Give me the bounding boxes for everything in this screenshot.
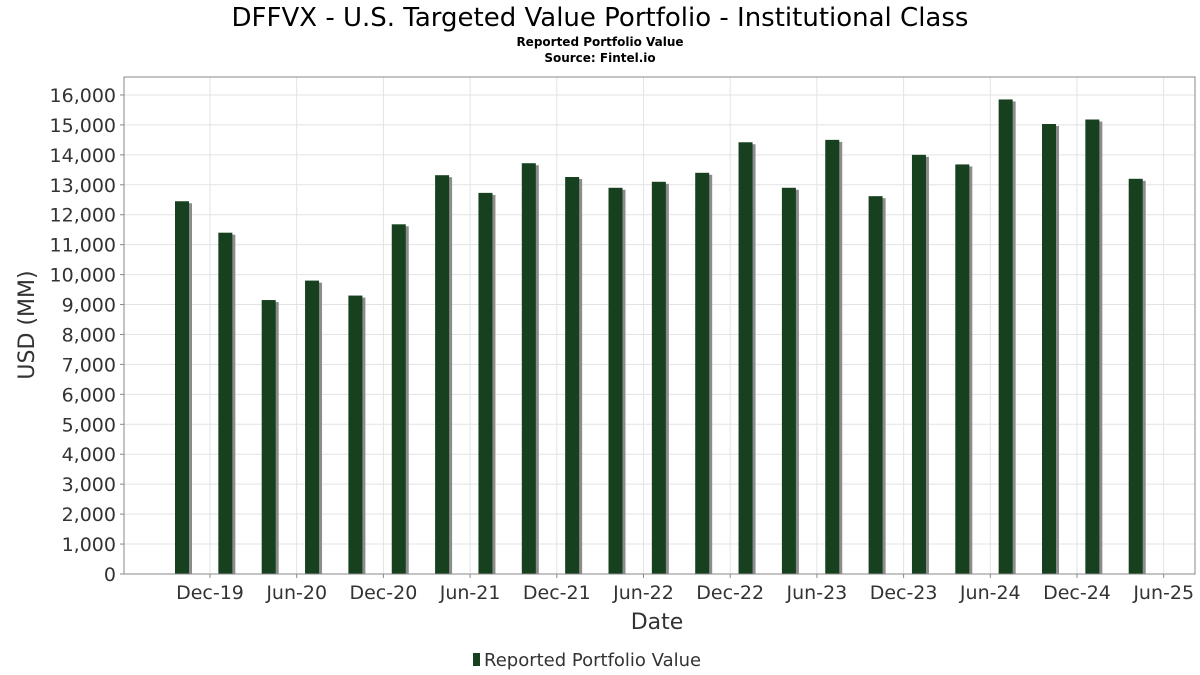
x-tick-label: Dec-20: [349, 582, 417, 604]
bar: [305, 280, 320, 574]
y-tick-label: 0: [104, 564, 116, 586]
x-axis-label: Date: [631, 610, 684, 635]
bar: [955, 164, 970, 574]
bar: [738, 142, 753, 574]
x-tick-label: Dec-19: [176, 582, 244, 604]
x-tick-label: Dec-21: [523, 582, 591, 604]
bar: [868, 196, 883, 574]
bar: [695, 172, 710, 574]
bar: [565, 176, 580, 575]
bar: [175, 201, 189, 574]
plot-area-frame: [123, 76, 1196, 575]
x-tick-label: Jun-22: [612, 582, 674, 604]
bar: [1042, 124, 1056, 574]
y-tick-label: 2,000: [62, 504, 116, 526]
bar: [998, 99, 1013, 574]
y-tick-label: 6,000: [62, 384, 116, 406]
bar: [651, 181, 666, 574]
bar: [781, 187, 796, 575]
y-tick-label: 11,000: [50, 235, 116, 257]
x-tick-label: Jun-23: [786, 582, 848, 604]
y-tick-label: 5,000: [62, 414, 116, 436]
x-axis-ticks: Dec-19 Jun-20 Dec-20 Jun-21 Dec-21 Jun-22 Dec-…: [176, 574, 1194, 604]
x-tick-label: Dec-24: [1043, 582, 1111, 604]
bar: [218, 232, 233, 574]
y-tick-label: 3,000: [62, 474, 116, 496]
y-tick-label: 7,000: [62, 354, 116, 376]
chart-subtitle: Reported Portfolio Value: [516, 35, 684, 49]
y-tick-label: 10,000: [50, 265, 116, 287]
y-tick-label: 15,000: [50, 115, 116, 137]
bar: [435, 175, 450, 575]
bar: [478, 192, 493, 574]
bar: [521, 163, 536, 574]
legend-swatch: [473, 653, 480, 666]
x-tick-label: Dec-23: [870, 582, 938, 604]
y-tick-label: 4,000: [62, 444, 116, 466]
bar: [1085, 119, 1100, 574]
y-axis-label: USD (MM): [15, 270, 40, 379]
y-tick-label: 12,000: [50, 205, 116, 227]
y-tick-label: 14,000: [50, 145, 116, 167]
legend: Reported Portfolio Value: [473, 650, 701, 671]
bars: [175, 99, 1146, 575]
x-tick-label: Jun-24: [959, 582, 1021, 604]
chart-source: Source: Fintel.io: [544, 51, 656, 65]
x-tick-label: Jun-21: [439, 582, 501, 604]
y-tick-label: 1,000: [62, 534, 116, 556]
bar: [348, 295, 363, 574]
x-tick-label: Dec-22: [696, 582, 764, 604]
y-tick-label: 13,000: [50, 175, 116, 197]
y-tick-label: 9,000: [62, 295, 116, 317]
x-tick-label: Jun-20: [265, 582, 327, 604]
x-tick-label: Jun-25: [1132, 582, 1194, 604]
y-tick-label: 16,000: [50, 85, 116, 107]
bar: [261, 300, 276, 574]
bar: [391, 224, 406, 574]
bar: [1128, 178, 1143, 575]
chart-title: DFFVX - U.S. Targeted Value Portfolio - …: [231, 3, 969, 33]
y-axis-ticks: 0 1,000 2,000 3,000 4,000 5,000 6,000 7,000 8,00…: [50, 85, 124, 586]
bar: [608, 187, 623, 575]
legend-label: Reported Portfolio Value: [484, 650, 701, 671]
bar: [911, 154, 926, 574]
y-tick-label: 8,000: [62, 324, 116, 346]
bar: [825, 139, 840, 575]
